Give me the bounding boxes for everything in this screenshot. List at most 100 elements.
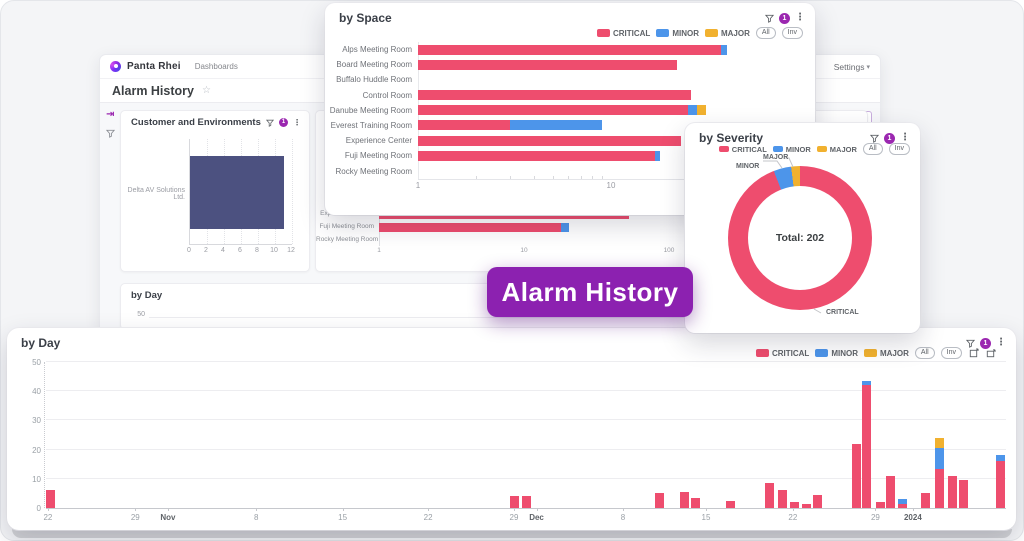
day-bar[interactable] bbox=[691, 497, 701, 508]
space-bar-critical[interactable] bbox=[418, 59, 678, 70]
space-bar-major[interactable] bbox=[697, 105, 706, 116]
legend-item-minor[interactable]: MINOR bbox=[815, 349, 858, 358]
legend-all-button[interactable]: All bbox=[755, 27, 776, 39]
day-bar[interactable] bbox=[46, 490, 56, 508]
filter-count-badge[interactable]: 1 bbox=[884, 132, 895, 144]
day-x-tick-label: 29 bbox=[870, 513, 880, 522]
space-bar-minor[interactable] bbox=[687, 105, 698, 116]
legend-item-critical[interactable]: CRITICAL bbox=[755, 349, 809, 358]
nav-dashboards[interactable]: Dashboards bbox=[194, 62, 238, 71]
day-bar[interactable] bbox=[875, 502, 885, 508]
legend-item-major[interactable]: MAJOR bbox=[863, 349, 909, 358]
space-bar-critical[interactable] bbox=[418, 150, 656, 161]
day-bar[interactable] bbox=[862, 381, 872, 508]
day-y-tick-label: 0 bbox=[36, 504, 41, 513]
panel-title: by Day bbox=[21, 336, 61, 350]
day-x-tick-label: 8 bbox=[254, 513, 259, 522]
space-bar-critical[interactable] bbox=[418, 44, 721, 55]
customer-x-tick-label: 6 bbox=[238, 247, 242, 254]
day-bar[interactable] bbox=[851, 443, 861, 508]
legend-item-major[interactable]: MAJOR bbox=[816, 145, 857, 154]
settings-menu[interactable]: Settings ▾ bbox=[834, 62, 870, 72]
customer-environments-panel: Customer and Environments 1 ⋮ Delta AV S… bbox=[120, 110, 310, 272]
bg-day-gridline bbox=[149, 317, 859, 318]
space-bar-minor[interactable] bbox=[720, 44, 728, 55]
customer-bar[interactable] bbox=[190, 156, 284, 229]
day-bar-critical bbox=[509, 496, 519, 508]
space-row-label: Board Meeting Room bbox=[336, 60, 412, 70]
space-bar-critical[interactable] bbox=[418, 105, 688, 116]
zoom-reset-icon[interactable] bbox=[985, 348, 996, 359]
space-row-label: Fuji Meeting Room bbox=[344, 151, 412, 161]
legend-item-minor[interactable]: MINOR bbox=[772, 145, 811, 154]
legend-item-minor[interactable]: MINOR bbox=[656, 29, 699, 38]
day-bar[interactable] bbox=[959, 480, 969, 508]
filter-count-badge[interactable]: 1 bbox=[779, 12, 790, 24]
filter-icon[interactable] bbox=[870, 134, 879, 143]
filter-count-badge[interactable]: 1 bbox=[279, 118, 288, 127]
sidebar-filter-icon[interactable] bbox=[105, 129, 116, 141]
filter-icon[interactable] bbox=[266, 119, 274, 127]
kebab-menu-icon[interactable]: ⋮ bbox=[996, 337, 1006, 348]
bg-space-bar-critical[interactable] bbox=[379, 222, 561, 232]
day-bar-critical bbox=[959, 480, 969, 508]
legend-inv-button[interactable]: Inv bbox=[888, 143, 910, 155]
legend-all-button[interactable]: All bbox=[914, 347, 935, 359]
day-bar[interactable] bbox=[897, 499, 907, 508]
legend-all-button[interactable]: All bbox=[862, 143, 883, 155]
favorite-star-icon[interactable]: ☆ bbox=[201, 85, 211, 96]
bg-space-bar-minor[interactable] bbox=[561, 222, 569, 232]
window-header: Panta Rhei Dashboards Settings ▾ bbox=[100, 55, 880, 78]
day-bar-critical bbox=[862, 385, 872, 508]
space-bar-critical[interactable] bbox=[418, 120, 511, 131]
legend-inv-button[interactable]: Inv bbox=[781, 27, 803, 39]
day-bar[interactable] bbox=[947, 475, 957, 508]
space-bar-critical[interactable] bbox=[418, 90, 692, 101]
day-bar[interactable] bbox=[765, 483, 775, 508]
legend-item-critical[interactable]: CRITICAL bbox=[596, 29, 650, 38]
day-bar-critical bbox=[790, 502, 800, 508]
legend-inv-button[interactable]: Inv bbox=[940, 347, 962, 359]
day-x-tick-mark bbox=[622, 508, 624, 511]
day-bar[interactable] bbox=[935, 437, 945, 508]
day-bar-critical bbox=[521, 496, 531, 508]
space-x-minor-tick bbox=[552, 176, 554, 179]
day-bar[interactable] bbox=[886, 475, 896, 508]
legend-item-critical[interactable]: CRITICAL bbox=[718, 145, 767, 154]
day-bar[interactable] bbox=[521, 496, 531, 508]
backdrop-bottom-edge bbox=[12, 529, 1012, 538]
space-x-minor-tick bbox=[602, 176, 604, 179]
day-bar[interactable] bbox=[777, 490, 787, 508]
bg-space-row-label: Rocky Meeting Room bbox=[316, 236, 379, 243]
sidebar-collapse-icon[interactable]: ⇥ bbox=[106, 109, 115, 120]
space-bar-critical[interactable] bbox=[418, 135, 681, 146]
day-gridline bbox=[46, 361, 1006, 362]
kebab-menu-icon[interactable]: ⋮ bbox=[900, 132, 910, 143]
space-bar-minor[interactable] bbox=[655, 150, 661, 161]
day-bar[interactable] bbox=[920, 493, 930, 508]
day-bar[interactable] bbox=[813, 494, 823, 508]
customer-row-label: Delta AV Solutions Ltd. bbox=[127, 187, 185, 201]
legend-item-major[interactable]: MAJOR bbox=[704, 29, 750, 38]
minor-swatch bbox=[656, 29, 670, 37]
day-bar[interactable] bbox=[790, 502, 800, 508]
filter-icon[interactable] bbox=[966, 339, 975, 348]
day-bar[interactable] bbox=[654, 493, 664, 508]
kebab-menu-icon[interactable]: ⋮ bbox=[293, 117, 301, 127]
bg-space-row: Fuji Meeting Room bbox=[316, 221, 867, 234]
day-bar[interactable] bbox=[995, 455, 1005, 508]
zoom-box-icon[interactable] bbox=[968, 347, 979, 359]
kebab-menu-icon[interactable]: ⋮ bbox=[795, 12, 805, 23]
space-bar-minor[interactable] bbox=[510, 120, 603, 131]
day-bar[interactable] bbox=[679, 491, 689, 508]
filter-icon[interactable] bbox=[765, 14, 774, 23]
filter-count-badge[interactable]: 1 bbox=[980, 337, 991, 349]
day-bar[interactable] bbox=[509, 496, 519, 508]
day-gridline bbox=[46, 448, 1006, 450]
day-x-tick-mark bbox=[514, 508, 515, 511]
severity-donut-chart[interactable] bbox=[728, 166, 872, 310]
space-x-axis-line bbox=[418, 179, 800, 180]
day-bar[interactable] bbox=[801, 503, 811, 508]
bg-space-x-tick-label: 10 bbox=[520, 247, 528, 254]
day-bar[interactable] bbox=[725, 500, 735, 508]
